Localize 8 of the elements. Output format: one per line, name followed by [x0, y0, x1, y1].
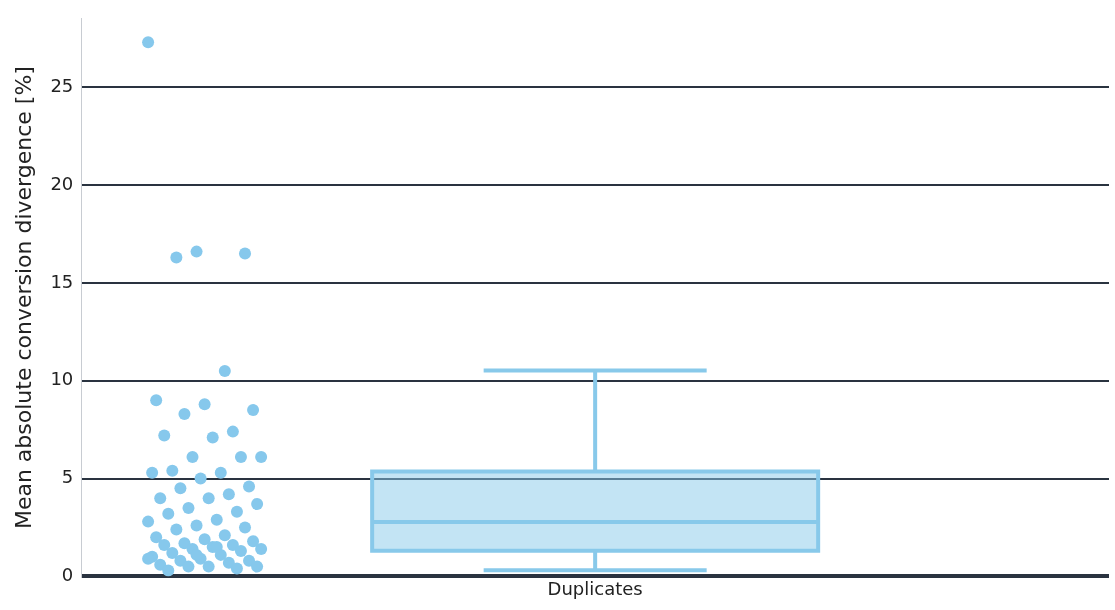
y-tick-label: 0 — [61, 564, 74, 586]
x-tick-label: Duplicates — [547, 577, 643, 599]
y-axis-title: Mean absolute conversion divergence [%] — [10, 66, 36, 530]
y-tick-label: 20 — [50, 172, 74, 194]
y-tick-label: 25 — [50, 74, 74, 96]
y-tick-label: 10 — [50, 368, 74, 390]
y-tick-label: 5 — [61, 466, 74, 488]
y-tick-label: 15 — [50, 270, 74, 292]
